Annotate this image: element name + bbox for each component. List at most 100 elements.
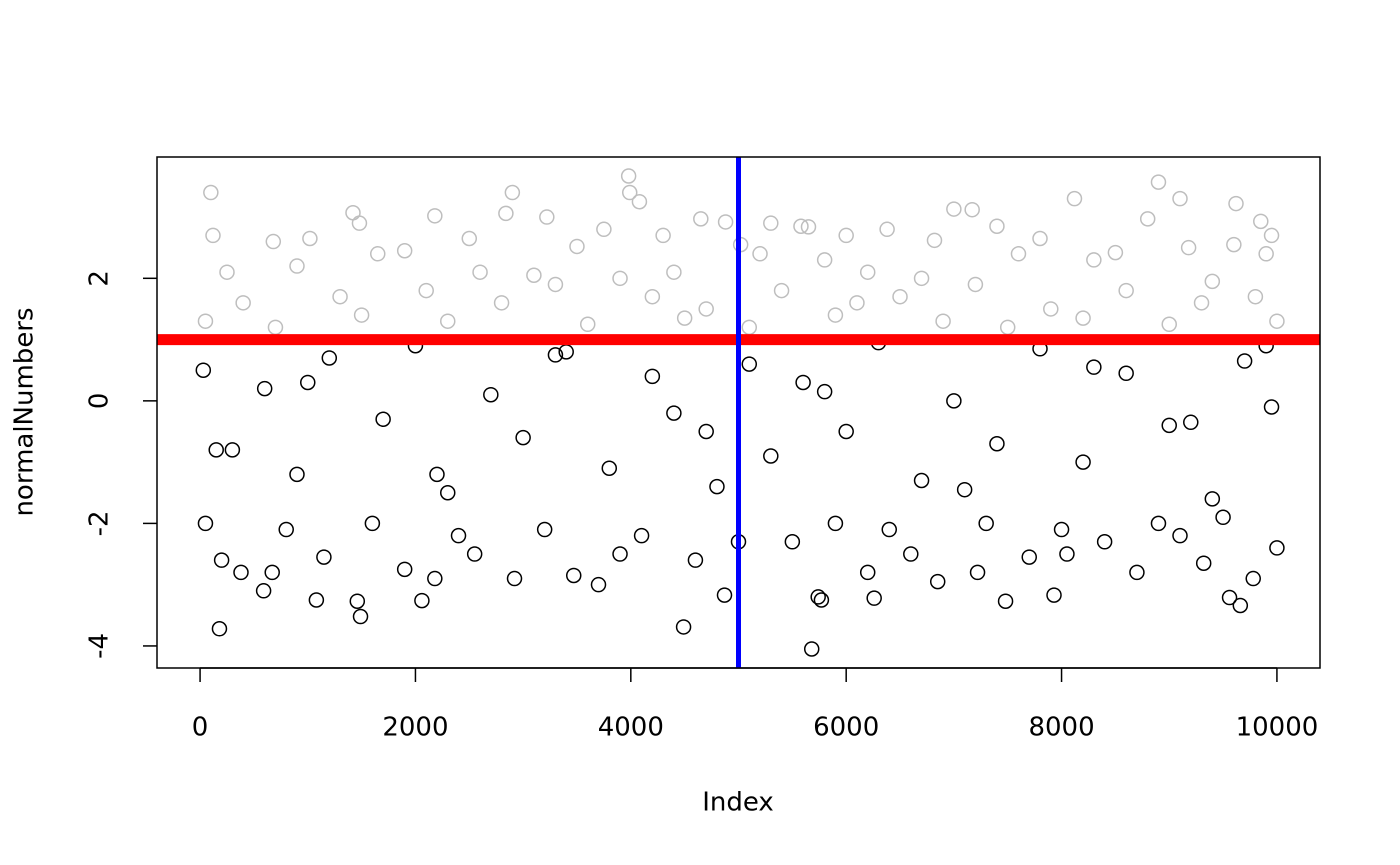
point bbox=[1263, 399, 1280, 415]
point bbox=[427, 208, 443, 224]
point bbox=[1180, 239, 1197, 256]
point bbox=[352, 608, 369, 625]
point bbox=[1193, 295, 1210, 311]
point bbox=[349, 593, 366, 609]
point bbox=[999, 319, 1016, 336]
point bbox=[302, 230, 318, 247]
point bbox=[1021, 549, 1037, 565]
point bbox=[1150, 174, 1167, 190]
point bbox=[211, 621, 228, 637]
point bbox=[418, 282, 434, 299]
point bbox=[526, 267, 542, 284]
point bbox=[1032, 230, 1048, 247]
point bbox=[935, 313, 951, 329]
point bbox=[816, 252, 833, 268]
point bbox=[687, 552, 704, 568]
x-tick-label: 10000 bbox=[1236, 713, 1319, 743]
point bbox=[255, 583, 272, 599]
point bbox=[810, 589, 826, 605]
point bbox=[1086, 252, 1102, 268]
point bbox=[978, 515, 994, 532]
point bbox=[504, 184, 521, 201]
point bbox=[472, 264, 488, 280]
point bbox=[666, 405, 682, 421]
point bbox=[763, 448, 779, 464]
point bbox=[741, 356, 758, 372]
point bbox=[267, 319, 284, 336]
point bbox=[1096, 534, 1113, 550]
point bbox=[547, 347, 564, 363]
point bbox=[913, 472, 930, 489]
x-tick-label: 0 bbox=[192, 713, 209, 743]
point bbox=[440, 313, 456, 329]
point bbox=[752, 246, 768, 262]
point bbox=[345, 205, 361, 221]
point bbox=[946, 393, 962, 409]
point bbox=[515, 429, 531, 446]
point bbox=[256, 380, 273, 397]
point bbox=[956, 481, 973, 498]
point bbox=[1172, 190, 1188, 207]
point bbox=[838, 423, 854, 440]
point bbox=[414, 592, 430, 609]
point bbox=[1245, 570, 1261, 587]
point bbox=[1118, 282, 1134, 299]
point bbox=[1107, 244, 1124, 261]
point bbox=[264, 564, 280, 581]
y-tick-label: -4 bbox=[85, 633, 115, 659]
point bbox=[316, 549, 332, 565]
point bbox=[289, 466, 305, 483]
point bbox=[620, 168, 637, 184]
point bbox=[698, 301, 714, 317]
point bbox=[466, 546, 483, 562]
point bbox=[813, 592, 830, 608]
point bbox=[892, 288, 908, 305]
point bbox=[308, 592, 325, 608]
point bbox=[579, 316, 596, 333]
point bbox=[195, 362, 212, 378]
point bbox=[631, 193, 648, 210]
point bbox=[989, 435, 1005, 452]
point bbox=[375, 411, 391, 427]
point bbox=[278, 521, 294, 538]
point bbox=[461, 230, 478, 247]
point bbox=[1046, 587, 1062, 603]
point bbox=[644, 288, 661, 305]
point bbox=[1075, 310, 1091, 326]
point bbox=[1059, 546, 1075, 562]
point bbox=[429, 466, 445, 483]
point bbox=[205, 227, 221, 244]
point bbox=[655, 227, 671, 244]
point bbox=[1118, 365, 1134, 382]
point bbox=[565, 567, 582, 584]
point bbox=[493, 295, 510, 311]
x-tick-label: 2000 bbox=[382, 713, 448, 743]
point bbox=[1258, 246, 1274, 262]
point bbox=[773, 282, 790, 299]
point bbox=[1247, 288, 1264, 305]
point bbox=[364, 515, 381, 532]
point bbox=[803, 641, 820, 657]
point bbox=[450, 527, 467, 544]
point bbox=[816, 383, 833, 400]
point bbox=[1195, 555, 1212, 571]
point bbox=[693, 211, 709, 227]
point bbox=[1139, 211, 1156, 227]
point bbox=[926, 232, 943, 249]
point bbox=[1183, 414, 1199, 431]
point bbox=[536, 521, 553, 538]
point bbox=[741, 319, 758, 336]
point bbox=[440, 485, 456, 501]
point bbox=[1066, 190, 1083, 207]
point bbox=[351, 215, 368, 231]
y-tick-label: -2 bbox=[85, 510, 115, 536]
point bbox=[1215, 509, 1231, 526]
point bbox=[1232, 597, 1249, 614]
point bbox=[969, 564, 986, 581]
point bbox=[795, 374, 811, 391]
point bbox=[596, 221, 612, 238]
point bbox=[929, 573, 946, 590]
point bbox=[547, 276, 564, 293]
point bbox=[827, 515, 844, 532]
